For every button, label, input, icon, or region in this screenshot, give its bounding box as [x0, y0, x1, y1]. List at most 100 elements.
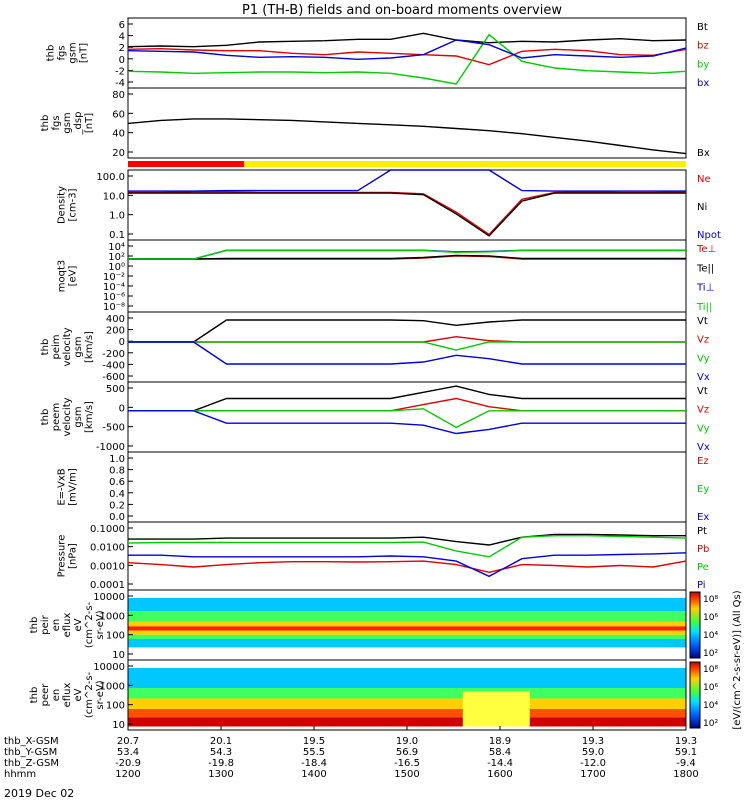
x-axis-cell: 53.4 [117, 747, 139, 758]
y-axis-label-line: moqt3 [57, 260, 68, 293]
series-Vy-line [128, 408, 686, 429]
y-tick-label: 10.0 [103, 191, 125, 202]
panel-1: 80 60 40 20 thb fgs gsm _dsp [nT] Bx [40, 87, 710, 159]
y-axis-label-line: eV [73, 688, 84, 701]
y-tick-label: 40 [112, 129, 125, 140]
y-axis-label-line: thb [40, 339, 51, 356]
spectrogram-band-3 [128, 626, 686, 631]
y-axis-label-line: sr-eV) [95, 680, 106, 709]
x-axis-cell: 1800 [673, 769, 698, 780]
y-tick-label: 1000 [100, 681, 125, 692]
y-tick-label: 10⁻⁶ [103, 292, 125, 303]
legend-entry: Vy [697, 423, 710, 434]
date-label: 2019 Dec 02 [4, 787, 74, 800]
y-axis-label-line: en [51, 689, 62, 702]
colorbar-tick-label: 10⁴ [703, 631, 718, 641]
x-axis-cell: 1600 [487, 769, 512, 780]
y-axis-label-line: thb [29, 617, 40, 634]
y-tick-label: 10⁻⁴ [103, 282, 125, 293]
colorbar-tick-label: 10² [703, 719, 718, 729]
y-tick-label: 1.0 [109, 211, 125, 222]
panel-8: 0.1000 0.0100 0.0010 0.0001 Pressure [nPa] Pt P… [57, 521, 709, 591]
series-Pe-line [127, 535, 687, 558]
y-tick-label: 0 [119, 337, 125, 348]
spectrogram-band-2 [128, 698, 686, 709]
legend-entry: Pi [697, 580, 706, 591]
colorbar-tick-label: 10² [703, 649, 718, 659]
x-axis-cell: 54.3 [210, 747, 232, 758]
legend-entry: Vt [697, 316, 708, 327]
legend-entry: Vx [697, 442, 710, 453]
panel-3: 100.0 10.0 1.0 0.1 Density [cm-3] Ne Ni Npot [57, 169, 721, 241]
x-axis-ephemeris: thb_X-GSMthb_Y-GSMthb_Z-GSMhhmm20.753.4-… [4, 726, 699, 780]
legend-entry: Vz [697, 335, 709, 346]
y-tick-label: 100.0 [96, 172, 125, 183]
legend-entry: Ez [697, 456, 709, 467]
x-axis-cell: 20.1 [210, 736, 232, 747]
x-axis-cell: 59.0 [582, 747, 604, 758]
y-tick-label: 6 [119, 20, 125, 31]
y-tick-label: 1000 [100, 611, 125, 622]
x-axis-cell: -16.5 [394, 758, 420, 769]
y-axis-label-line: [nT] [84, 113, 95, 133]
spectrogram-band-6 [128, 639, 686, 648]
y-tick-label: 10 [112, 650, 125, 661]
series-Ti||-line [128, 249, 686, 260]
x-axis-cell: -12.0 [580, 758, 606, 769]
panel-6: 500 0 -500 -1000 thb peem velocity gsm [km/s] Vt V… [40, 381, 710, 453]
y-axis-label-line: eflux [62, 613, 73, 638]
x-axis-cell: 19.3 [582, 736, 604, 747]
y-tick-label: 10000 [93, 592, 125, 603]
y-axis-label-line: peem [51, 403, 62, 431]
legend-entry: Pt [697, 526, 707, 537]
y-axis-label-line: thb [40, 115, 51, 132]
x-axis-cell: 58.4 [489, 747, 511, 758]
y-tick-label: 500 [106, 384, 125, 395]
y-tick-label: 10⁴ [108, 242, 125, 253]
y-tick-label: 0 [119, 55, 125, 66]
legend-entry: Vy [697, 353, 710, 364]
y-tick-label: 10² [108, 252, 125, 263]
y-axis-label-line: [km/s] [84, 401, 95, 433]
series-Pt-line [128, 533, 686, 546]
y-tick-label: 0.0100 [90, 543, 125, 554]
y-axis-label-line: E=-VxB [57, 468, 68, 505]
series-Vy-line [128, 341, 686, 351]
y-axis-label-line: gsm [68, 42, 79, 63]
x-axis-cell: -14.4 [487, 758, 513, 769]
x-axis-cell: 1200 [115, 769, 140, 780]
y-tick-label: -400 [102, 360, 125, 371]
y-axis-label-line: Pressure [57, 535, 68, 578]
x-axis-cell: 19.5 [303, 736, 325, 747]
legend-entry: Vz [697, 405, 709, 416]
y-axis-label-line: gsm [73, 406, 84, 427]
series-Vz-line [128, 335, 686, 343]
spectrogram-band-3 [128, 709, 686, 718]
x-axis-cell: 19.3 [675, 736, 697, 747]
y-axis-label-line: gsm [73, 336, 84, 357]
figure-title: P1 (TH-B) fields and on-board moments ov… [242, 3, 562, 18]
legend-entry: Ti|| [696, 302, 712, 313]
spectrogram-band-4 [128, 630, 686, 635]
y-axis-label-line: en [51, 619, 62, 632]
y-tick-label: 0.2 [109, 500, 125, 511]
series-Bt-line [127, 32, 687, 48]
series-Te||-line [128, 254, 686, 260]
x-axis-row-label: thb_X-GSM [4, 736, 59, 747]
y-tick-label: 200 [106, 326, 125, 337]
y-tick-label: 400 [106, 314, 125, 325]
y-tick-label: -500 [102, 423, 125, 434]
y-tick-label: 0.0010 [90, 561, 125, 572]
y-axis-label-line: peim [51, 334, 62, 359]
panel-frame [127, 169, 687, 241]
y-tick-label: 100 [106, 631, 125, 642]
y-axis-label-line: peer [40, 683, 51, 707]
y-axis-label-line: thb [46, 45, 57, 62]
x-axis-cell: 19.0 [396, 736, 418, 747]
y-axis-label-line: [nPa] [68, 543, 79, 569]
legend-entry: Ex [697, 512, 709, 523]
x-axis-cell: 1700 [580, 769, 605, 780]
